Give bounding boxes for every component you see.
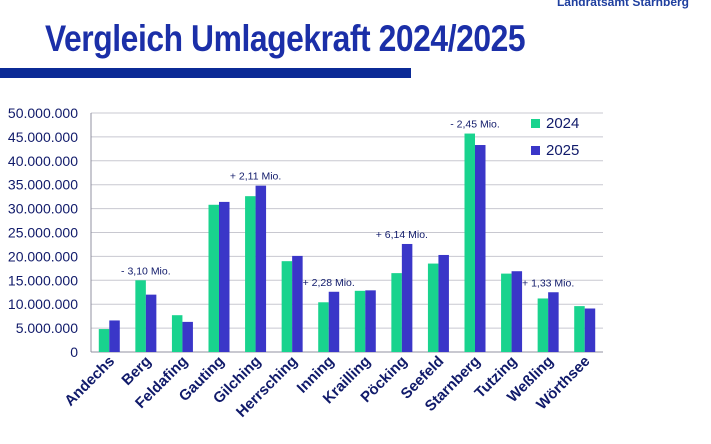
y-tick-label: 45.000.000 xyxy=(8,129,78,145)
legend-swatch xyxy=(531,119,540,128)
y-tick-label: 50.000.000 xyxy=(8,105,78,121)
bar-2025-gauting xyxy=(219,201,230,352)
bar-2024-pöcking xyxy=(391,273,402,352)
bar-2025-weßling xyxy=(548,292,559,352)
x-tick-label: Andechs xyxy=(61,353,118,410)
y-tick-label: 0 xyxy=(70,344,78,360)
bar-2025-feldafing xyxy=(182,321,193,352)
organization-name: Landratsamt Starnberg xyxy=(556,0,689,9)
page-title: Vergleich Umlagekraft 2024/2025 xyxy=(45,18,526,59)
bar-2025-starnberg xyxy=(475,145,486,352)
bar-2025-herrsching xyxy=(292,255,303,352)
legend-label: 2025 xyxy=(546,142,579,159)
bar-2024-andechs xyxy=(98,329,110,352)
bar-2025-andechs xyxy=(109,320,120,352)
bar-2024-herrsching xyxy=(281,261,293,352)
y-tick-label: 10.000.000 xyxy=(8,296,78,312)
bar-2024-krailling xyxy=(354,290,366,352)
y-tick-label: 20.000.000 xyxy=(8,248,78,264)
y-tick-label: 35.000.000 xyxy=(8,177,78,193)
y-tick-label: 25.000.000 xyxy=(8,225,78,241)
bar-2024-wörthsee xyxy=(574,306,585,352)
change-annotation: + 6,14 Mio. xyxy=(376,229,428,241)
bar-2024-tutzing xyxy=(501,273,512,352)
y-tick-label: 30.000.000 xyxy=(8,201,78,217)
bar-2024-weßling xyxy=(537,298,549,352)
change-annotation: + 2,28 Mio. xyxy=(303,277,355,289)
bar-2025-tutzing xyxy=(511,271,523,352)
title-underline xyxy=(0,68,411,78)
bar-2024-seefeld xyxy=(427,263,439,352)
bar-2025-krailling xyxy=(365,290,376,352)
bar-2024-gauting xyxy=(208,204,219,352)
bar-2024-inning xyxy=(318,302,329,352)
change-annotation: - 2,45 Mio. xyxy=(450,119,500,131)
y-tick-label: 5.000.000 xyxy=(16,320,78,336)
change-annotation: + 1,33 Mio. xyxy=(522,277,574,289)
bar-2025-seefeld xyxy=(438,254,449,352)
y-tick-label: 15.000.000 xyxy=(8,272,78,288)
change-annotation: - 3,10 Mio. xyxy=(121,265,171,277)
legend-label: 2024 xyxy=(546,115,579,132)
legend-swatch xyxy=(531,146,540,155)
y-tick-label: 40.000.000 xyxy=(8,153,78,169)
bar-2025-gilching xyxy=(255,185,267,352)
bar-2024-starnberg xyxy=(464,133,475,352)
bar-2025-wörthsee xyxy=(584,308,596,352)
bar-2024-gilching xyxy=(245,196,256,352)
change-annotation: + 2,11 Mio. xyxy=(230,171,281,183)
bar-2025-inning xyxy=(328,291,340,352)
bar-2024-feldafing xyxy=(171,315,183,352)
bar-2025-pöcking xyxy=(401,243,413,352)
bar-2025-berg xyxy=(145,294,157,352)
bar-2024-berg xyxy=(135,280,146,352)
